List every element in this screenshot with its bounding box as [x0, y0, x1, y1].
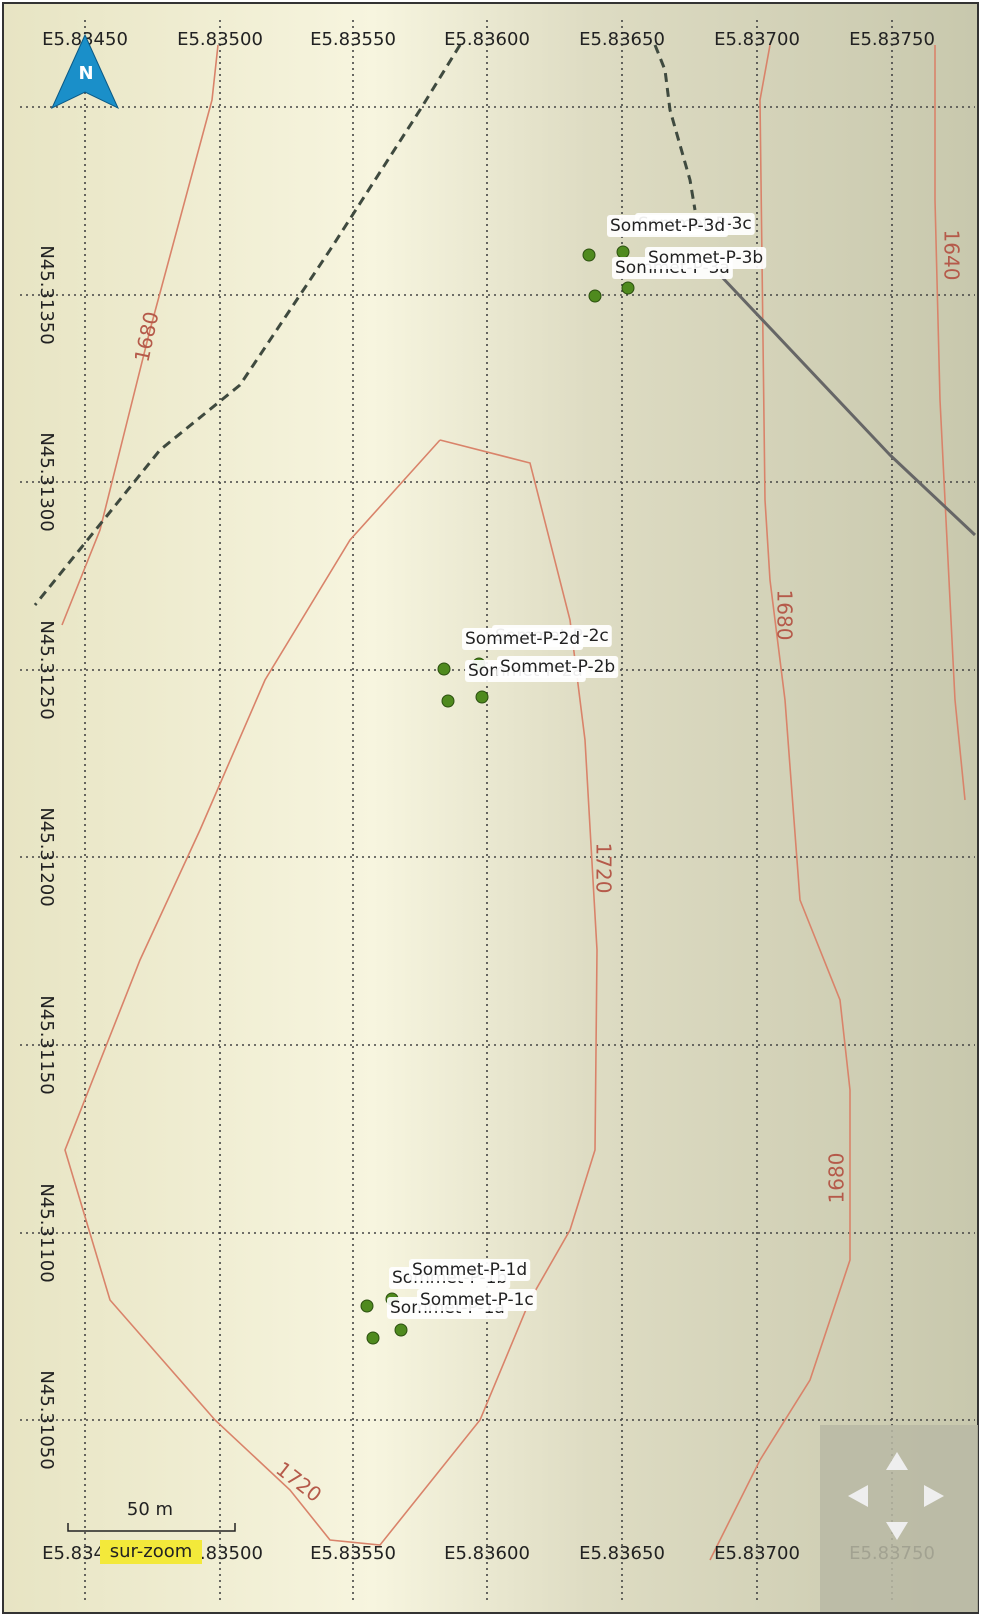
waypoint-name: Sommet-P-3b [648, 248, 763, 268]
contour-label: 1680 [825, 1153, 849, 1204]
waypoint [395, 1324, 407, 1336]
bottom-coordinate: E5.83550 [310, 1543, 396, 1564]
map: E5.83450E5.83500E5.83550E5.83600E5.83650… [0, 0, 1008, 1618]
left-coordinate: N45.31050 [36, 1370, 57, 1469]
waypoint-name: Sommet-P-1d [412, 1260, 527, 1280]
badge-label: sur-zoom [110, 1541, 193, 1562]
waypoint-name: Sommet-P-3d [610, 216, 725, 236]
contour-label: 1680 [773, 590, 797, 641]
bottom-coordinate: E5.83700 [714, 1543, 800, 1564]
nav-panel [820, 1425, 978, 1612]
waypoint-label: Sommet-P-3b [645, 247, 766, 269]
waypoint-label: Sommet-P-2d [462, 628, 583, 650]
waypoint [476, 691, 488, 703]
waypoint-name: Sommet-P-2b [500, 657, 615, 677]
waypoint [438, 663, 450, 675]
top-coordinate: E5.83650 [579, 29, 665, 50]
waypoint-name: Sommet-P-2d [465, 629, 580, 649]
bottom-coordinate: E5.83650 [579, 1543, 665, 1564]
bottom-coordinate: E5.83600 [444, 1543, 530, 1564]
waypoint [622, 282, 634, 294]
left-coordinate: N45.31150 [36, 995, 57, 1094]
top-coordinate: E5.83600 [444, 29, 530, 50]
top-coordinate: E5.83500 [177, 29, 263, 50]
zoom-badge: sur-zoom [100, 1540, 202, 1564]
left-coordinate: N45.31100 [36, 1183, 57, 1282]
contour-label: 1720 [592, 843, 616, 894]
waypoint [617, 246, 629, 258]
waypoint [442, 695, 454, 707]
top-coordinate: E5.83700 [714, 29, 800, 50]
contour-label: 1640 [940, 230, 964, 281]
waypoint [361, 1300, 373, 1312]
scale-label: 50 m [127, 1499, 173, 1520]
north-label: N [78, 63, 93, 84]
waypoint-name: Sommet-P-1c [420, 1290, 534, 1310]
left-coordinate: N45.31200 [36, 807, 57, 906]
waypoint [589, 290, 601, 302]
waypoint [583, 249, 595, 261]
left-coordinate: N45.31350 [36, 245, 57, 344]
map-background [3, 3, 978, 1613]
waypoint-label: Sommet-P-1c [417, 1289, 537, 1311]
waypoint-label: Sommet-P-3d [607, 215, 728, 237]
waypoint-label: Sommet-P-1d [409, 1259, 530, 1281]
waypoint [367, 1332, 379, 1344]
waypoint-label: Sommet-P-2b [497, 656, 618, 678]
left-coordinate: N45.31250 [36, 620, 57, 719]
top-coordinate: E5.83750 [849, 29, 935, 50]
top-coordinate: E5.83550 [310, 29, 396, 50]
navigation[interactable] [820, 1425, 978, 1612]
left-coordinate: N45.31300 [36, 432, 57, 531]
